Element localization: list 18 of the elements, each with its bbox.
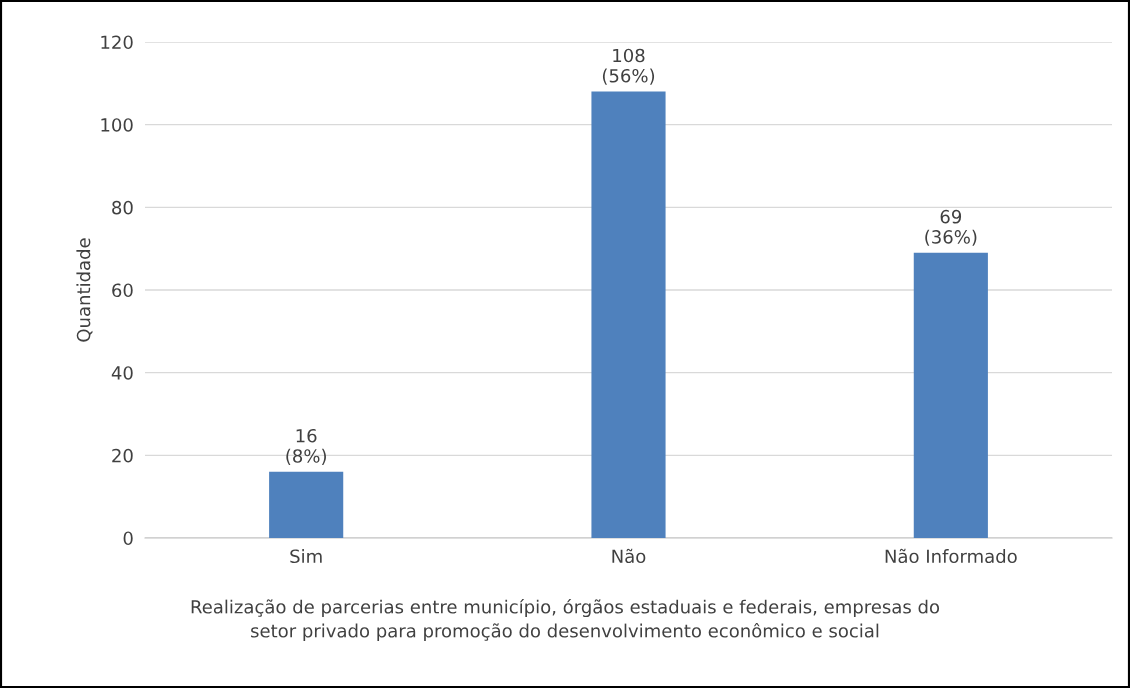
bar [591, 91, 666, 538]
data-label: 69 (36%) [925, 209, 977, 246]
bar [269, 471, 344, 538]
x-tick-label: Sim [290, 549, 322, 564]
y-tick-label: 120 [101, 35, 133, 50]
y-tick-label: 100 [101, 118, 133, 132]
y-axis-title: Quantidade [76, 238, 93, 342]
x-tick-label: Não [612, 548, 646, 564]
y-tick-label: 40 [111, 366, 133, 380]
y-tick-label: 0 [123, 531, 133, 546]
bar [913, 252, 988, 538]
x-axis-title: Realização de parcerias entre município, órgãos estaduais e federais, empresas do setor privado para promoção do desenvolvimento econômico e social [191, 598, 940, 642]
x-tick-label: Não Informado [885, 548, 1017, 564]
y-tick-label: 80 [112, 200, 133, 215]
y-tick-label: 20 [112, 448, 133, 463]
data-label: 16 (8%) [286, 428, 326, 465]
y-tick-label: 60 [112, 283, 133, 298]
data-label: 108 (56%) [602, 48, 655, 85]
